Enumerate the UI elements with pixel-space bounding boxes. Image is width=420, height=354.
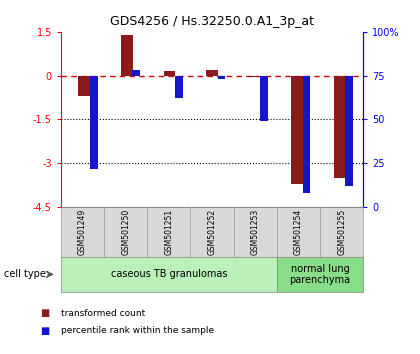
- Title: GDS4256 / Hs.32250.0.A1_3p_at: GDS4256 / Hs.32250.0.A1_3p_at: [110, 15, 314, 28]
- Bar: [175, 76, 183, 98]
- Bar: [121, 35, 133, 76]
- Bar: [132, 70, 140, 76]
- Text: ■: ■: [40, 326, 49, 336]
- Text: percentile rank within the sample: percentile rank within the sample: [61, 326, 214, 336]
- Text: GSM501254: GSM501254: [294, 209, 303, 255]
- Text: transformed count: transformed count: [61, 309, 145, 318]
- Bar: [79, 76, 90, 96]
- Text: cell type: cell type: [4, 269, 46, 279]
- Text: GSM501255: GSM501255: [337, 209, 346, 255]
- Bar: [218, 76, 225, 79]
- Bar: [260, 76, 268, 121]
- Bar: [334, 76, 346, 178]
- Bar: [163, 71, 176, 76]
- Text: ■: ■: [40, 308, 49, 318]
- Text: GSM501252: GSM501252: [207, 209, 217, 255]
- Text: caseous TB granulomas: caseous TB granulomas: [110, 269, 227, 279]
- Text: GSM501253: GSM501253: [251, 209, 260, 255]
- Text: normal lung
parenchyma: normal lung parenchyma: [289, 263, 351, 285]
- Text: GSM501250: GSM501250: [121, 209, 130, 255]
- Bar: [345, 76, 353, 186]
- Bar: [291, 76, 303, 184]
- Bar: [303, 76, 310, 193]
- Bar: [249, 76, 261, 77]
- Bar: [206, 70, 218, 76]
- Text: GSM501251: GSM501251: [164, 209, 173, 255]
- Text: GSM501249: GSM501249: [78, 209, 87, 255]
- Bar: [90, 76, 97, 169]
